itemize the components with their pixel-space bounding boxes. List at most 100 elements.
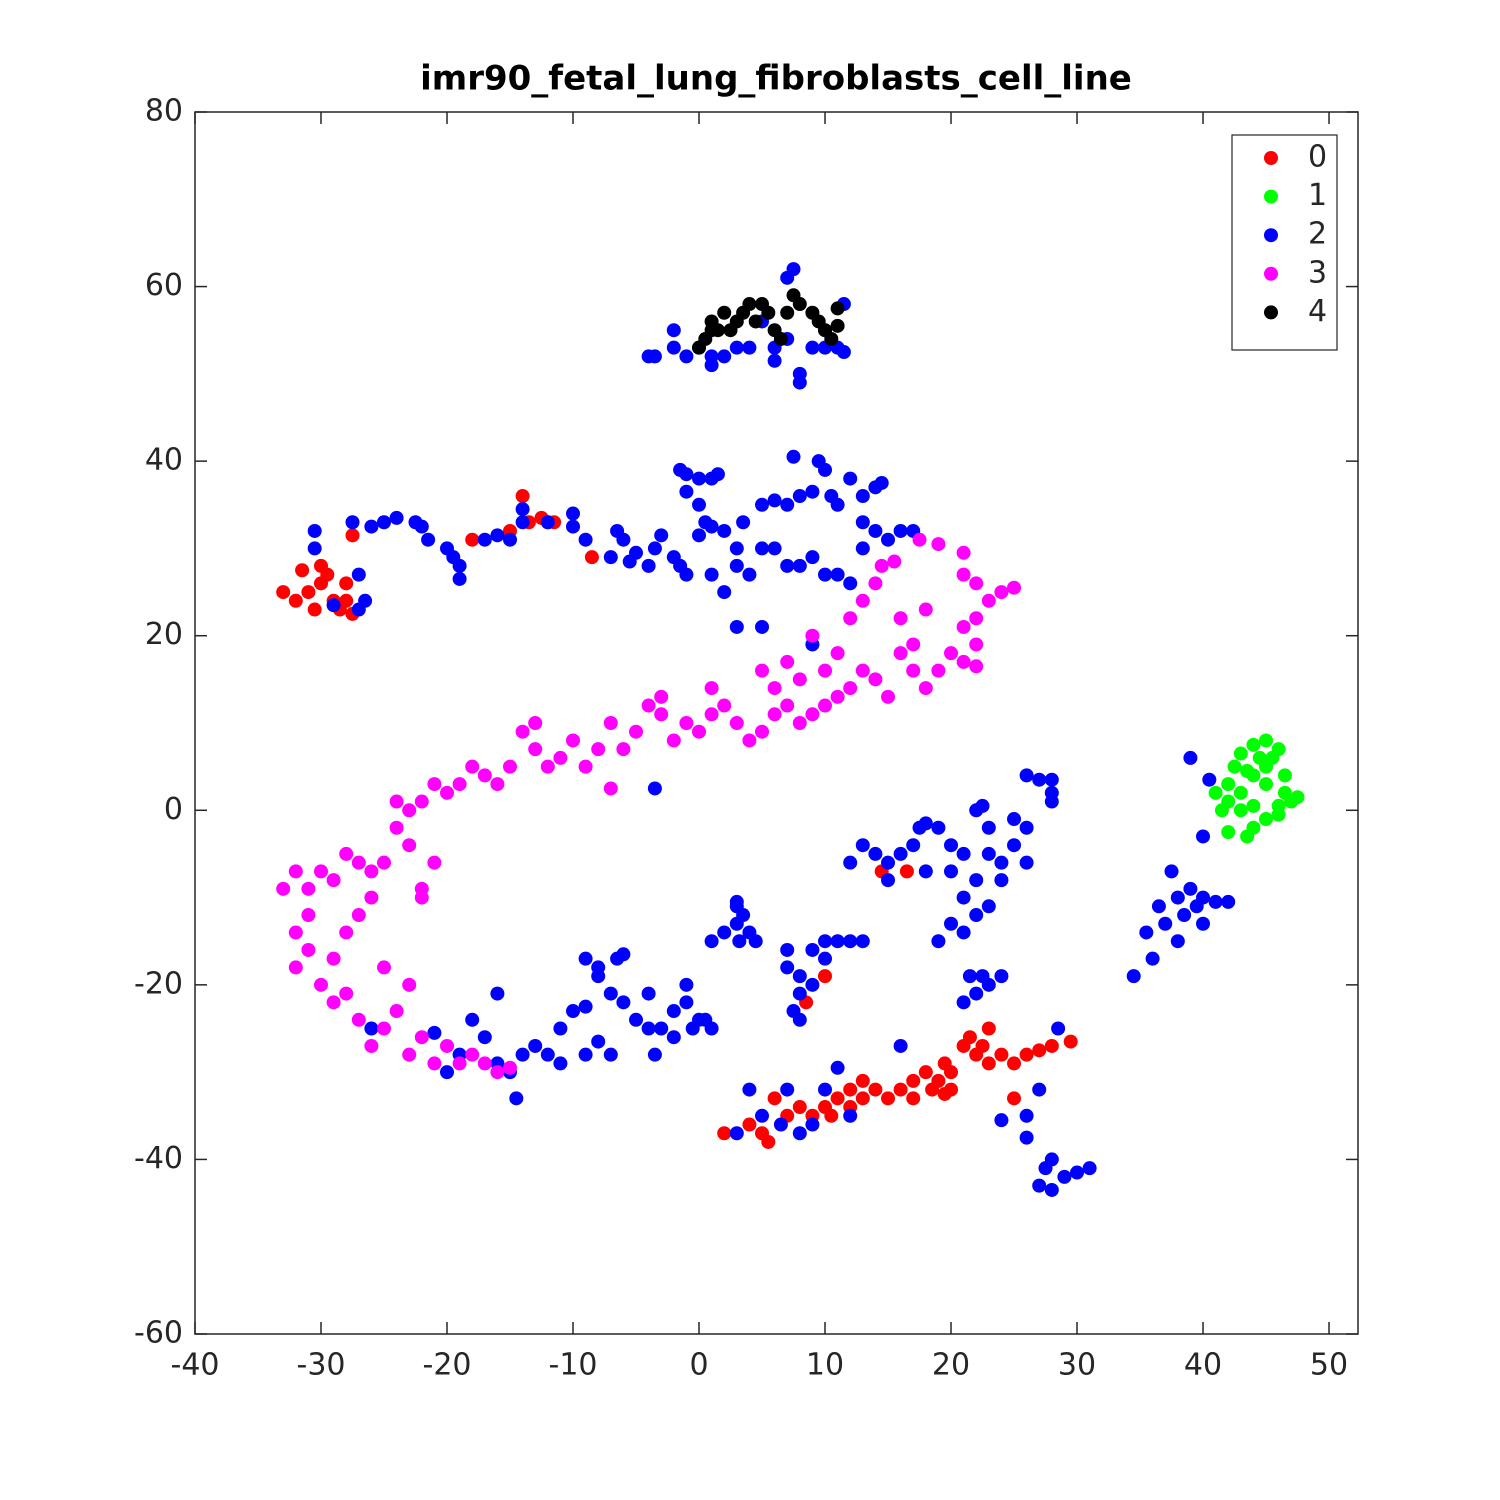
point	[509, 1091, 524, 1106]
point	[1233, 785, 1248, 800]
point	[855, 541, 870, 556]
point	[1221, 777, 1236, 792]
point	[326, 598, 341, 613]
point	[465, 1047, 480, 1062]
point	[1221, 825, 1236, 840]
point	[956, 995, 971, 1010]
x-tick-label: -20	[423, 1348, 472, 1383]
point	[603, 986, 618, 1001]
point	[276, 881, 291, 896]
point	[830, 567, 845, 582]
point	[755, 724, 770, 739]
point	[503, 1060, 518, 1075]
point	[566, 506, 581, 521]
point	[881, 873, 896, 888]
point	[931, 820, 946, 835]
point	[389, 794, 404, 809]
point	[792, 558, 807, 573]
point	[843, 576, 858, 591]
point	[956, 925, 971, 940]
point	[1259, 812, 1274, 827]
point	[452, 1056, 467, 1071]
point	[717, 1126, 732, 1141]
point	[351, 602, 366, 617]
point	[1019, 855, 1034, 870]
point	[692, 497, 707, 512]
point	[855, 934, 870, 949]
point	[616, 532, 631, 547]
point	[339, 576, 354, 591]
legend-label: 0	[1308, 140, 1327, 175]
point	[780, 654, 795, 669]
point	[818, 698, 833, 713]
point	[818, 934, 833, 949]
point	[792, 489, 807, 504]
point	[421, 532, 436, 547]
y-tick-label: 0	[164, 792, 183, 827]
point	[578, 1047, 593, 1062]
point	[1177, 908, 1192, 923]
point	[729, 558, 744, 573]
point	[893, 523, 908, 538]
point	[629, 1012, 644, 1027]
point	[824, 1108, 839, 1123]
point	[351, 1012, 366, 1027]
point	[975, 798, 990, 813]
point	[868, 523, 883, 538]
point	[1208, 894, 1223, 909]
legend-label: 4	[1308, 294, 1327, 329]
point	[704, 567, 719, 582]
point	[295, 563, 310, 578]
point	[1032, 772, 1047, 787]
point	[918, 816, 933, 831]
point	[326, 995, 341, 1010]
point	[830, 497, 845, 512]
point	[679, 467, 694, 482]
point	[1019, 1047, 1034, 1062]
point	[786, 449, 801, 464]
point	[477, 768, 492, 783]
point	[553, 1056, 568, 1071]
point	[679, 977, 694, 992]
axes-box	[194, 111, 1359, 1335]
point	[792, 1012, 807, 1027]
point	[1233, 746, 1248, 761]
point	[578, 999, 593, 1014]
point	[893, 646, 908, 661]
point	[666, 323, 681, 338]
point	[780, 558, 795, 573]
point	[742, 1117, 757, 1132]
point	[1265, 750, 1280, 765]
point	[994, 969, 1009, 984]
point	[969, 637, 984, 652]
point	[364, 519, 379, 534]
point	[1277, 785, 1292, 800]
point	[792, 1100, 807, 1115]
point	[729, 340, 744, 355]
point	[414, 794, 429, 809]
point	[956, 619, 971, 634]
point	[893, 1038, 908, 1053]
point	[452, 558, 467, 573]
point	[994, 873, 1009, 888]
point	[1208, 785, 1223, 800]
point	[918, 864, 933, 879]
point	[742, 297, 757, 312]
point	[1019, 1130, 1034, 1145]
point	[944, 916, 959, 931]
point	[792, 672, 807, 687]
point	[465, 1012, 480, 1027]
point	[836, 345, 851, 360]
point	[490, 777, 505, 792]
legend-marker	[1264, 151, 1278, 165]
point	[427, 1025, 442, 1040]
point	[755, 663, 770, 678]
point	[912, 532, 927, 547]
point	[729, 541, 744, 556]
point	[931, 663, 946, 678]
point	[1259, 733, 1274, 748]
point	[918, 1065, 933, 1080]
point	[629, 545, 644, 560]
point	[755, 541, 770, 556]
point	[937, 1086, 952, 1101]
